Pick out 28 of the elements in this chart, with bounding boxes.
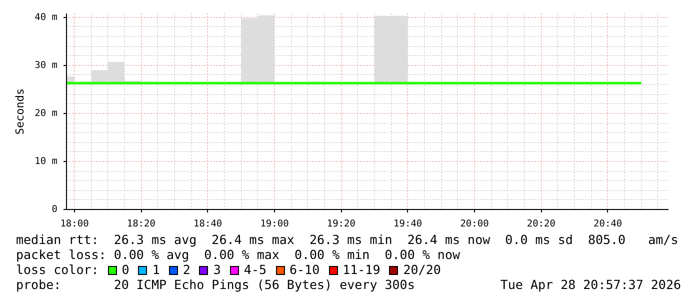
text: median rtt: 26.3 ms avg 26.4 ms max 26.3 ms min 26.4 ms now 0.0 ms sd 805.0 am/s xyxy=(16,232,678,247)
legend-title: loss color: xyxy=(16,262,99,277)
y-tick-label: 20 m xyxy=(34,108,58,119)
y-tick-label: 0 xyxy=(52,204,58,215)
y-tick-label: 30 m xyxy=(34,60,58,71)
legend-label: 3 xyxy=(213,262,221,277)
legend-label: 2 xyxy=(182,262,190,277)
x-tick-label: 18:40 xyxy=(194,218,222,230)
x-tick-label: 19:40 xyxy=(394,218,422,230)
legend-label: 11-19 xyxy=(342,262,380,277)
text: Tue Apr 28 20:57:37 2026 xyxy=(500,277,681,292)
legend-label: 1 xyxy=(152,262,160,277)
x-tick-label: 20:40 xyxy=(594,218,622,230)
x-tick-label: 19:20 xyxy=(326,218,356,230)
y-axis-title: Seconds xyxy=(14,88,27,135)
x-tick-label: 19:00 xyxy=(260,218,290,230)
x-tick-label: 18:20 xyxy=(126,218,156,230)
text: packet loss: 0.00 % avg 0.00 % max 0.00 % min 0.00 % now xyxy=(16,247,460,262)
legend-label: 6-10 xyxy=(290,262,320,277)
y-tick-label: 40 m xyxy=(34,12,58,23)
x-tick-label: 18:00 xyxy=(60,218,90,230)
text: probe: 20 ICMP Echo Pings (56 Bytes) every 300s xyxy=(16,277,415,292)
legend-label: 0 xyxy=(122,262,130,277)
legend-label: 20/20 xyxy=(403,262,441,277)
legend-label: 4-5 xyxy=(244,262,266,277)
y-tick-label: 10 m xyxy=(34,156,58,167)
x-tick-label: 20:00 xyxy=(460,218,490,230)
x-tick-label: 20:20 xyxy=(526,218,556,230)
